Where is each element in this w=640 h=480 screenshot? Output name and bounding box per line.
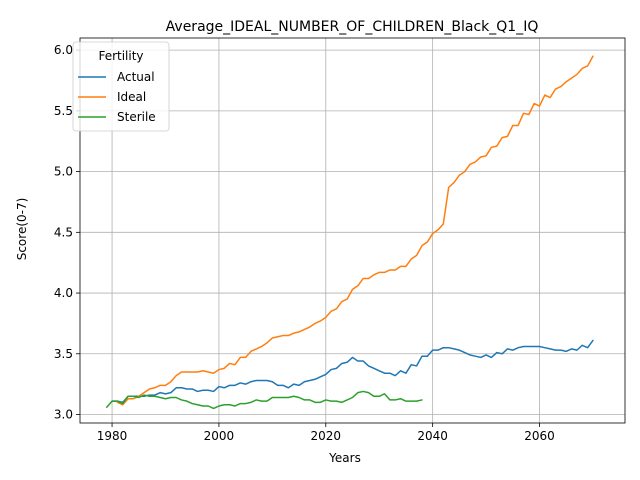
chart-title: Average_IDEAL_NUMBER_OF_CHILDREN_Black_Q…: [166, 19, 539, 35]
y-tick-label: 3.5: [54, 347, 73, 361]
legend-items: Actual Ideal Sterile: [78, 70, 156, 124]
y-tick-label: 5.0: [54, 165, 73, 179]
y-axis-ticks: 3.0 3.5 4.0 4.5 5.0 5.5 6.0: [54, 43, 80, 421]
grid: [80, 38, 625, 423]
legend-label-sterile: Sterile: [117, 110, 156, 124]
y-tick-label: 4.5: [54, 225, 73, 239]
x-tick-label: 2060: [524, 429, 555, 443]
legend-label-ideal: Ideal: [117, 90, 146, 104]
x-tick-label: 1980: [97, 429, 128, 443]
legend-title: Fertility: [98, 49, 143, 63]
legend-label-actual: Actual: [117, 70, 155, 84]
legend: Fertility Actual Ideal Sterile: [72, 41, 170, 132]
x-axis-label: Years: [328, 451, 361, 465]
y-tick-label: 6.0: [54, 43, 73, 57]
y-tick-label: 5.5: [54, 104, 73, 118]
y-tick-label: 3.0: [54, 407, 73, 421]
y-axis-label: Score(0-7): [15, 198, 29, 261]
series-lines: [105, 55, 594, 410]
series-line-actual: [111, 339, 594, 404]
x-tick-label: 2020: [311, 429, 342, 443]
x-axis-ticks: 1980 2000 2020 2040 2060: [97, 423, 555, 443]
y-tick-label: 4.0: [54, 286, 73, 300]
series-line-ideal: [116, 55, 594, 406]
series-line-sterile: [105, 390, 423, 410]
x-tick-label: 2040: [417, 429, 448, 443]
x-tick-label: 2000: [204, 429, 235, 443]
legend-frame: [72, 41, 170, 132]
plot-area-frame: [79, 37, 626, 424]
